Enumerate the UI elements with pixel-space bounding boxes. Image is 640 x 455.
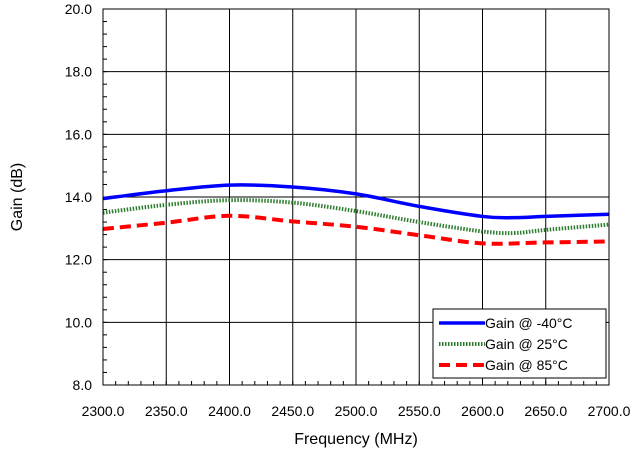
x-tick-label: 2650.0	[524, 403, 567, 419]
x-tick-label: 2350.0	[145, 403, 188, 419]
legend-label: Gain @ 85°C	[485, 357, 568, 373]
y-tick-label: 18.0	[65, 64, 92, 80]
series-line-2	[102, 198, 610, 236]
y-tick-label: 8.0	[73, 377, 93, 393]
series-line-3	[102, 213, 610, 246]
legend-label: Gain @ 25°C	[485, 336, 568, 352]
x-tick-labels: 2300.0 2350.0 2400.0 2450.0 2500.0 2550.0 2600…	[82, 403, 631, 419]
y-tick-label: 12.0	[65, 252, 92, 268]
y-tick-label: 10.0	[65, 314, 92, 330]
y-tick-labels: 8.0 10.0 12.0 14.0 16.0 18.0 20.0	[65, 1, 92, 393]
x-tick-label: 2400.0	[208, 403, 251, 419]
x-tick-label: 2500.0	[335, 403, 378, 419]
legend-label: Gain @ -40°C	[485, 315, 573, 331]
grid	[102, 8, 610, 386]
minor-ticks	[102, 8, 610, 386]
plot-area-frame	[102, 8, 610, 386]
x-tick-label: 2600.0	[461, 403, 504, 419]
series-layer	[102, 183, 610, 246]
legend-box	[432, 308, 607, 379]
x-tick-label: 2300.0	[82, 403, 125, 419]
legend: Gain @ -40°C Gain @ 25°C Gain @ 85°C	[432, 308, 607, 379]
series-line-1	[102, 183, 610, 220]
y-tick-label: 16.0	[65, 126, 92, 142]
x-tick-label: 2700.0	[588, 403, 631, 419]
x-tick-label: 2450.0	[271, 403, 314, 419]
y-tick-label: 14.0	[65, 189, 92, 205]
y-axis-title: Gain (dB)	[9, 163, 26, 231]
y-tick-label: 20.0	[65, 1, 92, 17]
x-tick-label: 2550.0	[398, 403, 441, 419]
x-axis-title: Frequency (MHz)	[294, 431, 418, 448]
